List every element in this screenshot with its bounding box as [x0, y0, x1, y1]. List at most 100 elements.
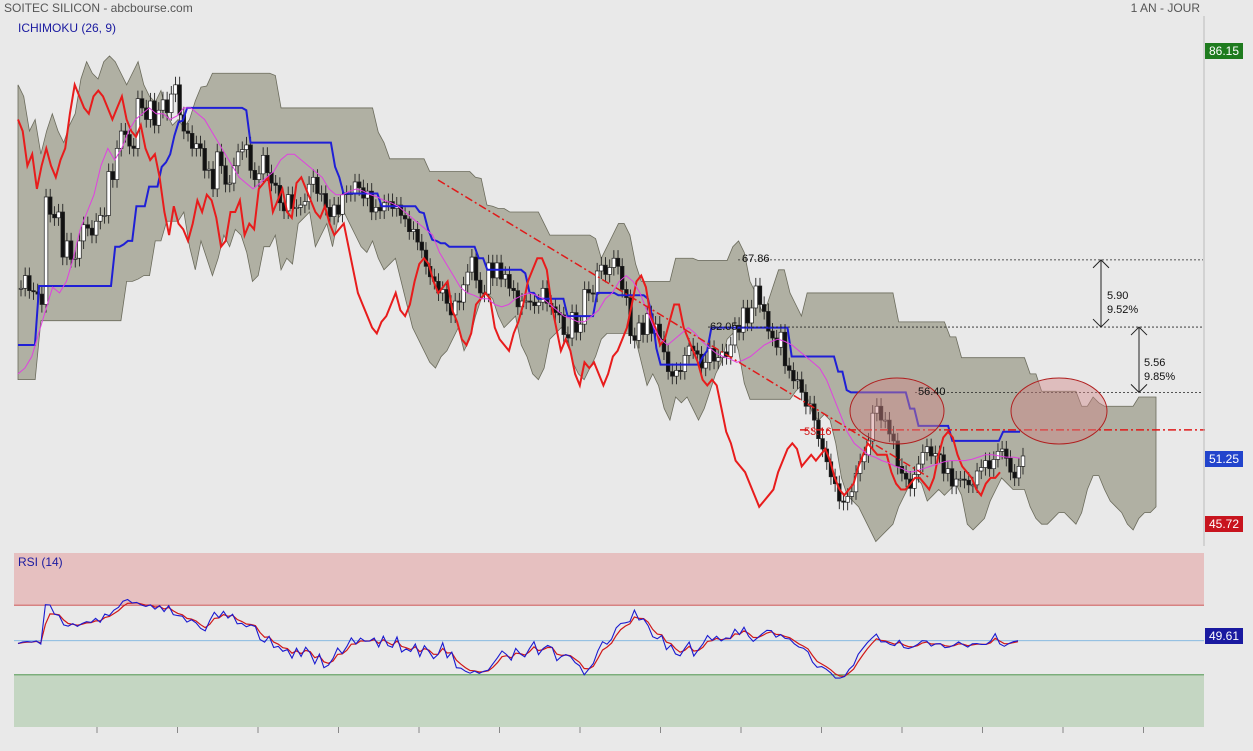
candle-body [473, 256, 479, 281]
candle-body [849, 491, 854, 497]
candle-body [532, 301, 537, 307]
candle-body [920, 452, 925, 465]
candle-body [135, 98, 141, 149]
candle-body [31, 290, 36, 293]
rsi-line [17, 598, 1019, 679]
tenkan-line [18, 106, 1020, 442]
candle-body [586, 289, 591, 294]
measure-arrow-lower-head-top [1130, 326, 1148, 336]
rsi-label: RSI (14) [18, 555, 63, 569]
candle-body [114, 148, 120, 180]
candle-body [68, 240, 74, 260]
candle-body [941, 454, 946, 474]
candle-body [60, 211, 65, 258]
candle-body [160, 99, 166, 111]
candle-body [469, 256, 475, 273]
candle-body [820, 438, 825, 450]
candle-body [43, 196, 49, 305]
candle-body [565, 334, 571, 339]
candle-body [110, 171, 116, 180]
candle-body [252, 170, 257, 180]
candle-body [615, 257, 621, 267]
candle-body [457, 300, 462, 303]
candle-body [574, 312, 579, 333]
candle-body [766, 311, 771, 332]
candle-body [728, 344, 733, 357]
candle-body [511, 287, 516, 291]
candle-body [686, 345, 692, 356]
candle-body [916, 463, 921, 475]
candle-body [265, 154, 270, 174]
kijun-tag: 45.72 [1209, 517, 1239, 531]
candle-body [787, 365, 792, 371]
candle-body [883, 419, 888, 422]
candle-body [327, 207, 333, 217]
candle-body [899, 466, 905, 474]
rsi-signal-line [17, 602, 1019, 678]
candle-body [461, 284, 466, 303]
candle-body [1004, 448, 1009, 459]
axes: 86.15 51.25 45.72 49.61 [96, 16, 1243, 733]
candle-body [924, 446, 930, 453]
delta-label-upper: 5.90 [1107, 290, 1128, 302]
candle-body [891, 433, 896, 442]
candle-body [202, 148, 207, 171]
candle-body [841, 500, 846, 503]
candle-body [411, 228, 416, 233]
candle-body [991, 459, 996, 470]
candle-body [93, 220, 99, 236]
pct-label-lower: 9.85% [1144, 371, 1175, 383]
level-label-67: 67.86 [742, 253, 770, 265]
candle-body [164, 99, 170, 113]
candle-body [895, 440, 900, 467]
candle-body [536, 301, 541, 307]
candle-body [81, 224, 86, 242]
candle-body [544, 287, 550, 304]
candle-body [298, 204, 303, 208]
candle-body [749, 307, 754, 324]
candle-body [928, 446, 934, 457]
candle-body [640, 322, 646, 335]
level-label-56: 56.40 [918, 386, 946, 398]
candle-body [235, 151, 241, 167]
candle-body [98, 215, 103, 222]
candle-body [607, 267, 612, 275]
candle-body [845, 496, 850, 503]
candle-body [336, 204, 341, 215]
candle-body [999, 448, 1005, 452]
candle-body [707, 348, 713, 363]
price-tag-bg [1205, 43, 1243, 59]
candle-body [578, 323, 583, 333]
candle-body [144, 107, 149, 120]
candle-body [736, 324, 742, 333]
rsi-oversold-zone [14, 674, 1204, 727]
candle-body [603, 264, 608, 275]
candle-body [377, 207, 383, 212]
candle-body [127, 134, 132, 147]
candle-body [465, 271, 470, 286]
candle-body [678, 370, 683, 372]
candle-body [18, 287, 24, 290]
candle-body [507, 274, 512, 289]
candle-body [878, 405, 884, 421]
indicator-label: ICHIMOKU (26, 9) [18, 21, 116, 35]
candle-body [52, 213, 57, 219]
candle-body [761, 304, 767, 312]
candle-body [799, 379, 804, 393]
tenkan-tag-bg [1205, 451, 1243, 467]
candle-body [185, 130, 191, 134]
highlight-ellipse [849, 377, 945, 445]
candle-body [874, 405, 880, 414]
candle-body [402, 215, 408, 220]
candle-body [645, 313, 650, 335]
candle-body [974, 470, 980, 486]
candle-body [958, 478, 963, 481]
candle-body [695, 350, 700, 355]
rsi-tag-bg [1205, 628, 1243, 644]
delta-label-lower: 5.56 [1144, 357, 1165, 369]
candle-body [732, 324, 738, 346]
candle-body [123, 130, 128, 135]
candle-body [139, 98, 145, 109]
candle-body [256, 173, 262, 180]
